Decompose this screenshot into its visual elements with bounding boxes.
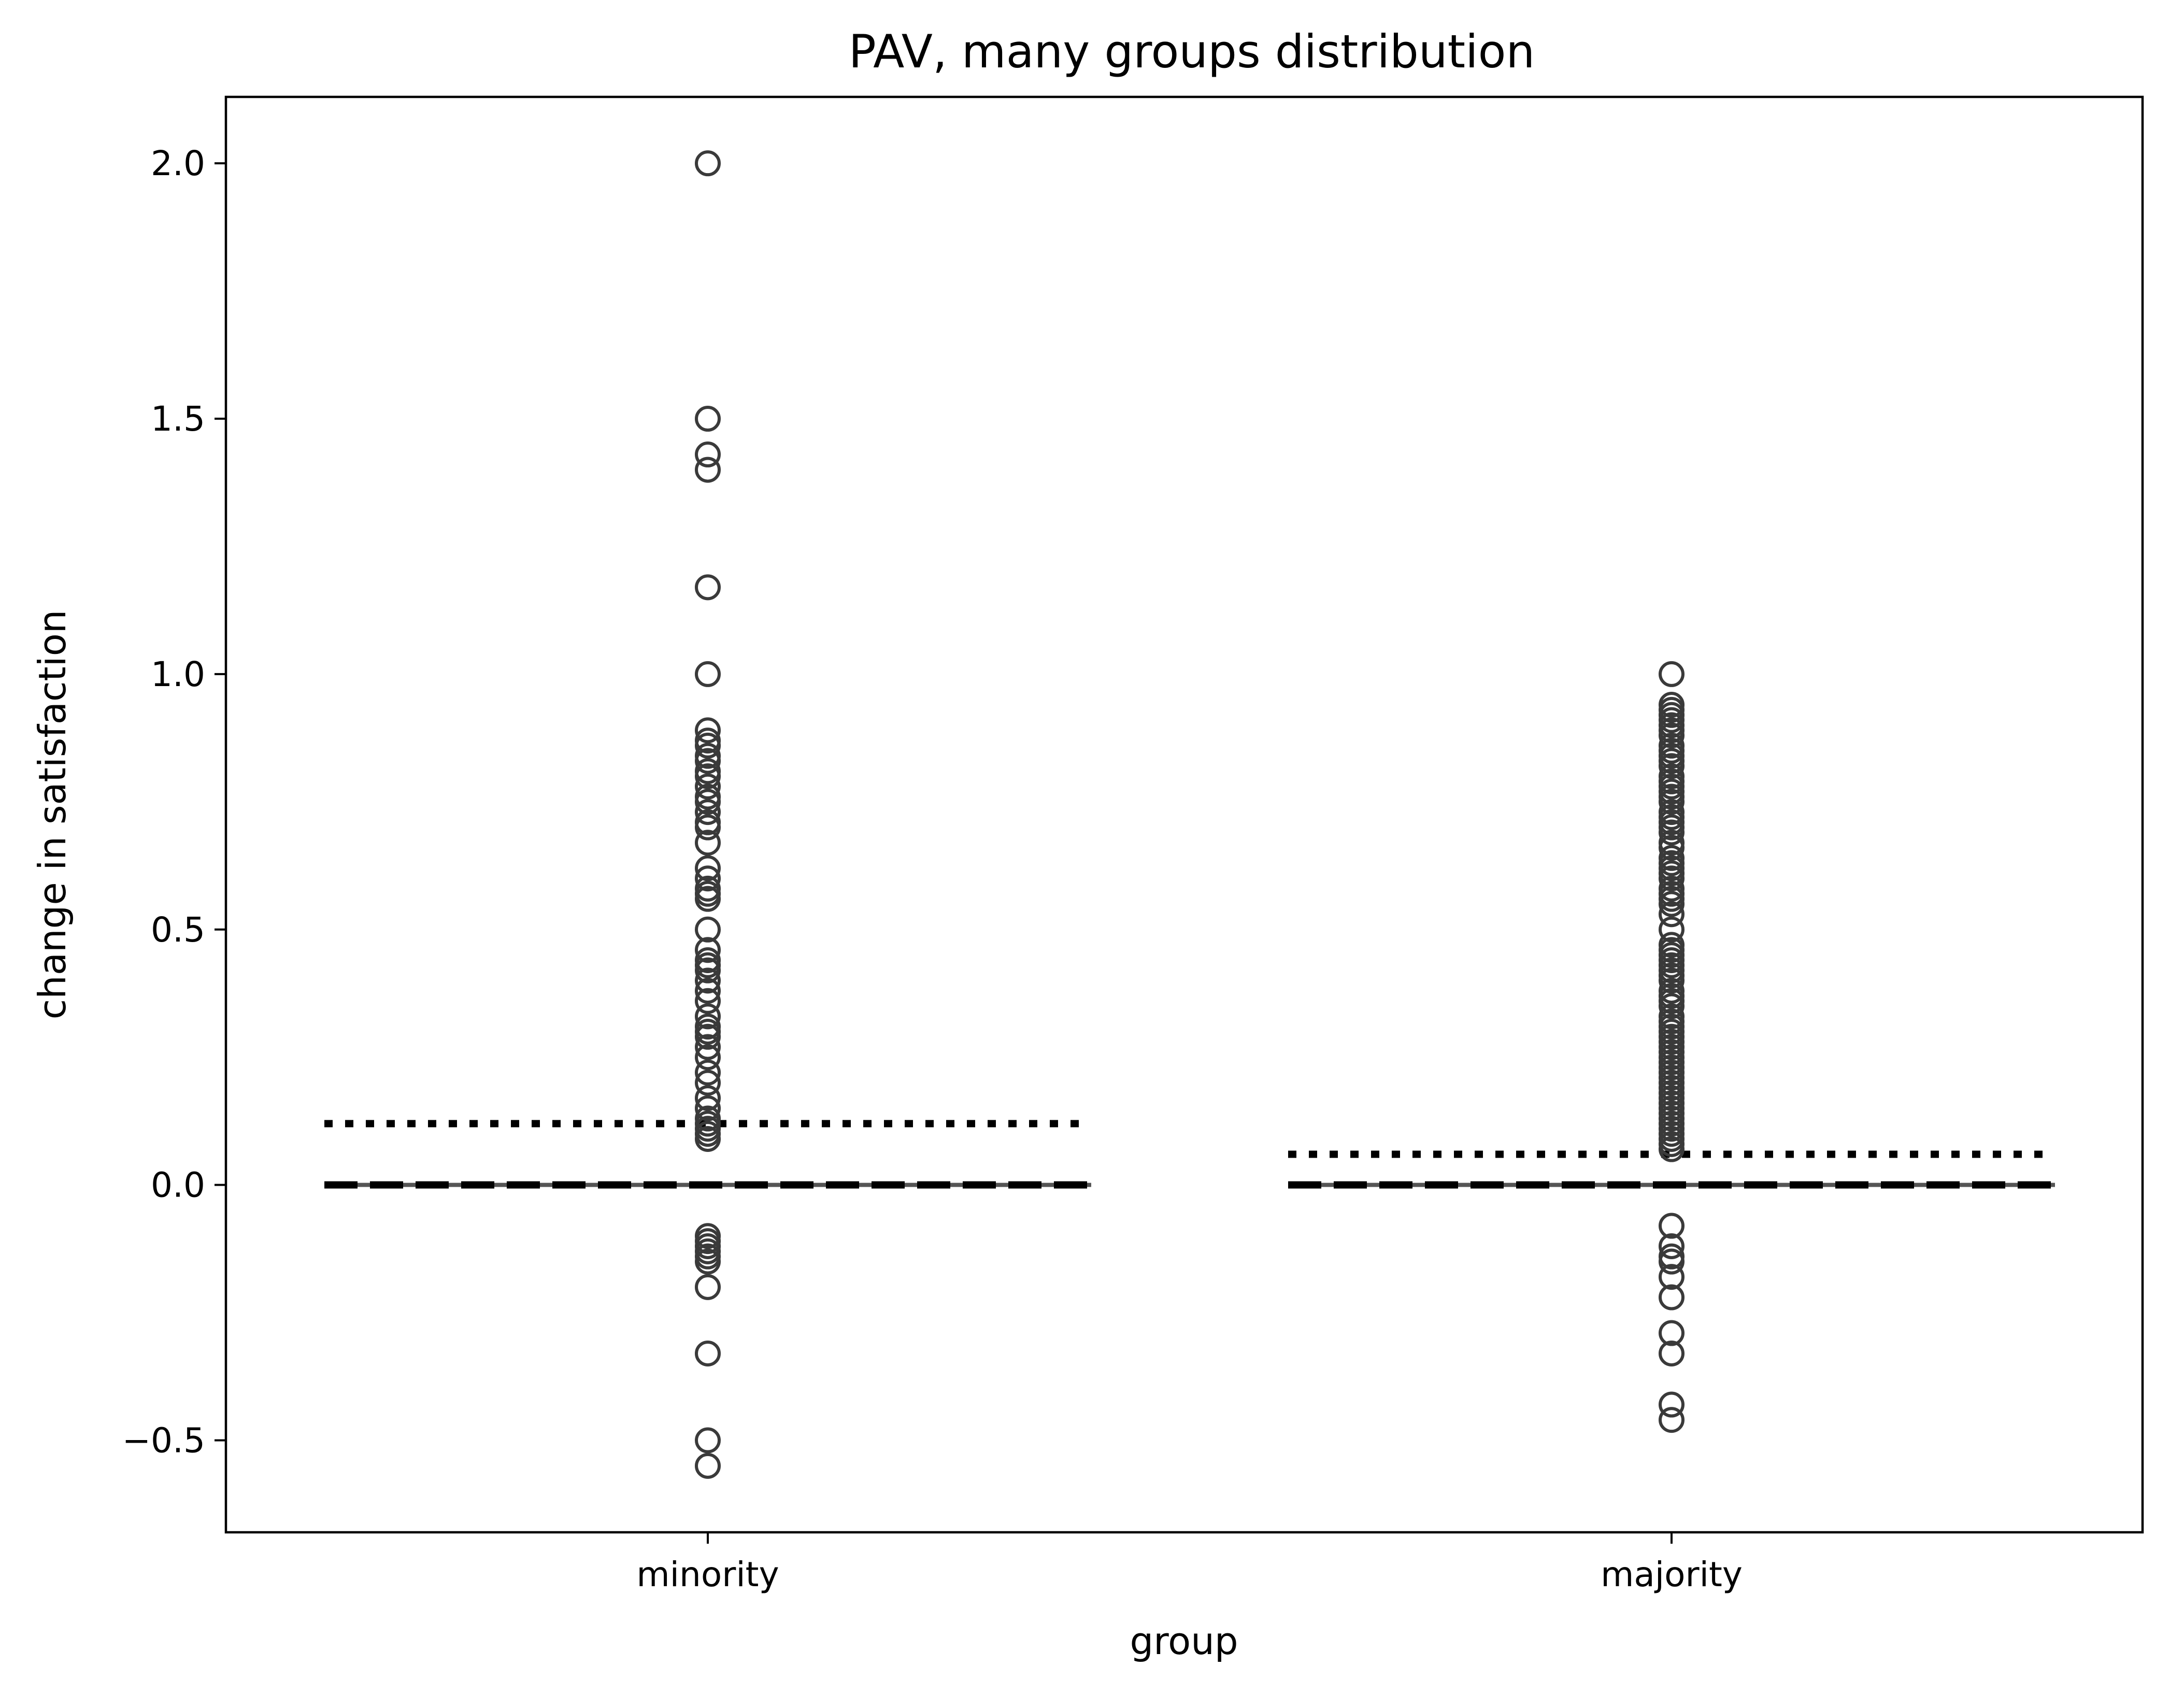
outlier-point-minority — [695, 978, 721, 1004]
outlier-point-minority — [695, 916, 721, 943]
outlier-point-minority — [695, 1452, 721, 1479]
outlier-point-majority — [1659, 1340, 1685, 1366]
outlier-point-minority — [695, 661, 721, 687]
outlier-point-majority — [1659, 916, 1685, 943]
outlier-point-minority — [695, 763, 721, 790]
outlier-point-minority — [695, 1034, 721, 1060]
outlier-point-minority — [695, 814, 721, 841]
y-tick-label: −0.5 — [122, 1421, 205, 1461]
outlier-point-minority — [695, 1059, 721, 1086]
y-axis-label: change in satisfaction — [31, 610, 74, 1020]
outlier-point-minority — [695, 406, 721, 432]
outlier-point-majority — [1659, 1320, 1685, 1346]
outlier-point-majority — [1659, 1213, 1685, 1239]
outlier-point-minority — [695, 988, 721, 1014]
x-tick-label-majority: majority — [1601, 1555, 1743, 1594]
y-tick-label: 0.0 — [151, 1165, 205, 1205]
plot-area — [324, 150, 2055, 1479]
outlier-point-minority — [695, 1003, 721, 1030]
outlier-point-minority — [695, 789, 721, 815]
outlier-point-majority — [1659, 901, 1685, 928]
outlier-point-minority — [695, 830, 721, 856]
outlier-point-minority — [695, 1023, 721, 1050]
outlier-point-majority — [1659, 722, 1685, 749]
outlier-point-minority — [695, 1340, 721, 1366]
outlier-point-majority — [1659, 1233, 1685, 1259]
outlier-point-majority — [1659, 891, 1685, 917]
outlier-point-minority — [695, 1126, 721, 1152]
outlier-point-majority — [1659, 1407, 1685, 1433]
outlier-point-majority — [1659, 1248, 1685, 1275]
outlier-point-minority — [695, 799, 721, 825]
outlier-point-majority — [1659, 865, 1685, 892]
y-tick-label: 0.5 — [151, 910, 205, 950]
outlier-point-minority — [695, 967, 721, 994]
outlier-point-minority — [695, 574, 721, 601]
outlier-point-majority — [1659, 789, 1685, 815]
outlier-point-minority — [695, 880, 721, 907]
outlier-point-minority — [695, 957, 721, 984]
outlier-point-majority — [1659, 1264, 1685, 1290]
outlier-point-minority — [695, 855, 721, 881]
outlier-point-minority — [695, 773, 721, 800]
outlier-point-majority — [1659, 835, 1685, 861]
chart-title: PAV, many groups distribution — [849, 25, 1535, 78]
outlier-point-majority — [1659, 967, 1685, 994]
outlier-point-minority — [695, 886, 721, 912]
y-tick-label: 1.5 — [151, 399, 205, 439]
outlier-point-minority — [695, 457, 721, 483]
outlier-point-minority — [695, 441, 721, 468]
outlier-point-majority — [1659, 1391, 1685, 1418]
outlier-point-minority — [695, 1070, 721, 1096]
y-tick-label: 1.0 — [151, 654, 205, 694]
outlier-point-minority — [695, 1095, 721, 1121]
x-axis-label: group — [1130, 1619, 1238, 1663]
x-tick-label-minority: minority — [636, 1555, 779, 1594]
y-tick-label: 2.0 — [151, 144, 205, 183]
outlier-point-minority — [695, 1248, 721, 1275]
plot-frame — [224, 95, 2144, 1534]
outlier-point-minority — [695, 1085, 721, 1112]
outlier-point-minority — [695, 732, 721, 759]
outlier-point-majority — [1659, 993, 1685, 1019]
outlier-point-minority — [695, 865, 721, 892]
outlier-point-majority — [1659, 1284, 1685, 1311]
x-axis: minority majority — [636, 1532, 1743, 1594]
outlier-point-majority — [1659, 753, 1685, 779]
outlier-point-majority — [1659, 661, 1685, 687]
outlier-point-minority — [695, 1274, 721, 1300]
outlier-point-majority — [1659, 819, 1685, 846]
outlier-point-majority — [1659, 1136, 1685, 1162]
outlier-point-minority — [695, 748, 721, 774]
outlier-point-minority — [695, 1427, 721, 1454]
outlier-point-minority — [695, 717, 721, 744]
outlier-point-minority — [695, 150, 721, 177]
outlier-point-minority — [695, 937, 721, 963]
outlier-point-minority — [695, 1044, 721, 1071]
y-axis: −0.5 0.0 0.5 1.0 1.5 2.0 — [122, 144, 226, 1461]
